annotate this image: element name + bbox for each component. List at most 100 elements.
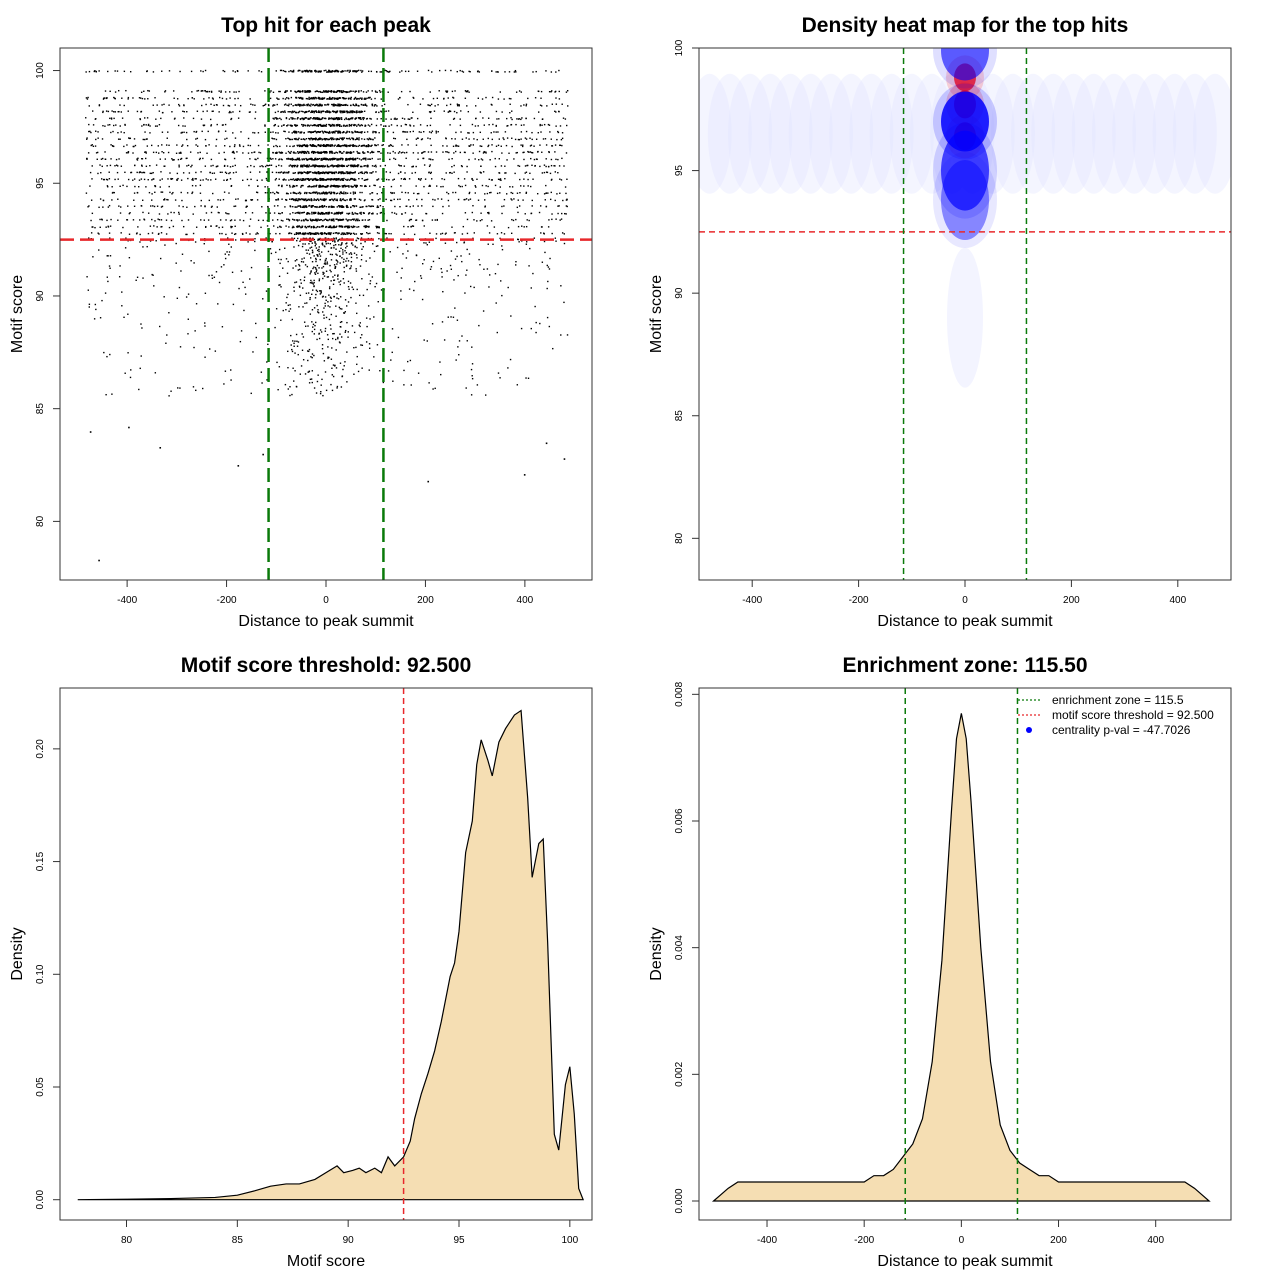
scatter-point (175, 242, 177, 245)
scatter-point (291, 226, 294, 229)
scatter-point (240, 330, 243, 332)
scatter-point (362, 104, 364, 106)
scatter-point (348, 91, 351, 93)
scatter-point (302, 144, 304, 146)
scatter-point (498, 138, 500, 140)
scatter-point (297, 131, 300, 133)
scatter-point (420, 178, 422, 180)
scatter-point (334, 267, 336, 270)
scatter-point (345, 218, 347, 220)
scatter-point (297, 171, 299, 174)
scatter-point (453, 171, 455, 173)
scatter-point (108, 232, 111, 234)
scatter-point (331, 103, 333, 106)
scatter-point (155, 164, 158, 166)
scatter-point (328, 138, 331, 141)
scatter-point (367, 158, 369, 160)
scatter-point (249, 98, 251, 100)
scatter-point (329, 171, 331, 173)
scatter-point (318, 152, 321, 154)
scatter-point (329, 306, 331, 308)
scatter-point (557, 205, 559, 207)
scatter-point (284, 90, 287, 93)
scatter-point (354, 171, 356, 173)
scatter-point (248, 111, 251, 113)
scatter-point (400, 90, 403, 93)
scatter-point (331, 97, 334, 99)
scatter-point (128, 233, 131, 235)
scatter-point (315, 145, 318, 148)
scatter-point (311, 211, 313, 214)
scatter-point (457, 177, 460, 180)
scatter-point (380, 152, 382, 154)
scatter-point (249, 144, 252, 147)
scatter-point (372, 130, 374, 133)
scatter-point (346, 110, 348, 112)
scatter-point (378, 232, 380, 235)
scatter-point (339, 192, 341, 195)
scatter-point (565, 152, 568, 154)
scatter-point (496, 233, 499, 235)
scatter-point (314, 272, 316, 274)
scatter-point (223, 165, 226, 167)
scatter-point (391, 192, 394, 194)
scatter-point (238, 110, 241, 113)
scatter-point (342, 278, 345, 280)
scatter-point (514, 172, 516, 175)
scatter-point (310, 198, 313, 200)
scatter-point (473, 232, 475, 234)
scatter-point (252, 131, 254, 134)
scatter-point (303, 164, 305, 166)
scatter-point (313, 151, 316, 153)
scatter-point (298, 97, 301, 100)
scatter-point (364, 103, 367, 105)
scatter-point (87, 152, 90, 154)
scatter-point (256, 191, 259, 194)
scatter-point (106, 179, 109, 181)
scatter-point (393, 198, 395, 201)
scatter-point (545, 165, 547, 168)
scatter-point (301, 166, 304, 168)
scatter-point (303, 144, 306, 147)
scatter-point (365, 185, 367, 188)
scatter-point (310, 226, 313, 228)
scatter-point (359, 125, 361, 127)
scatter-point (320, 292, 322, 294)
scatter-point (312, 159, 314, 161)
scatter-point (218, 111, 220, 113)
scatter-point (351, 123, 353, 126)
scatter-point (291, 348, 293, 351)
scatter-point (530, 144, 533, 146)
scatter-point (326, 111, 329, 113)
scatter-point (300, 131, 303, 133)
scatter-point (265, 212, 267, 214)
scatter-point (295, 137, 297, 140)
scatter-point (341, 185, 343, 187)
scatter-point (375, 282, 378, 285)
scatter-point (343, 312, 346, 314)
scatter-point (477, 97, 479, 99)
scatter-point (111, 192, 114, 194)
scatter-point (284, 130, 286, 133)
scatter-point (279, 171, 281, 174)
scatter-point (308, 225, 311, 227)
scatter-point (308, 152, 310, 154)
scatter-point (495, 124, 497, 127)
scatter-point (292, 164, 295, 167)
scatter-point (134, 144, 137, 147)
scatter-point (341, 172, 344, 174)
scatter-point (280, 111, 282, 114)
scatter-point (321, 212, 324, 215)
scatter-point (354, 165, 356, 167)
scatter-point (298, 151, 301, 154)
scatter-point (315, 118, 317, 120)
scatter-point (361, 145, 364, 147)
scatter-point (132, 152, 134, 154)
scatter-point (462, 71, 465, 73)
scatter-point (361, 131, 363, 133)
scatter-point (296, 158, 298, 161)
scatter-point (366, 131, 369, 133)
scatter-point (311, 213, 313, 215)
scatter-point (355, 179, 357, 181)
scatter-point (108, 204, 111, 207)
